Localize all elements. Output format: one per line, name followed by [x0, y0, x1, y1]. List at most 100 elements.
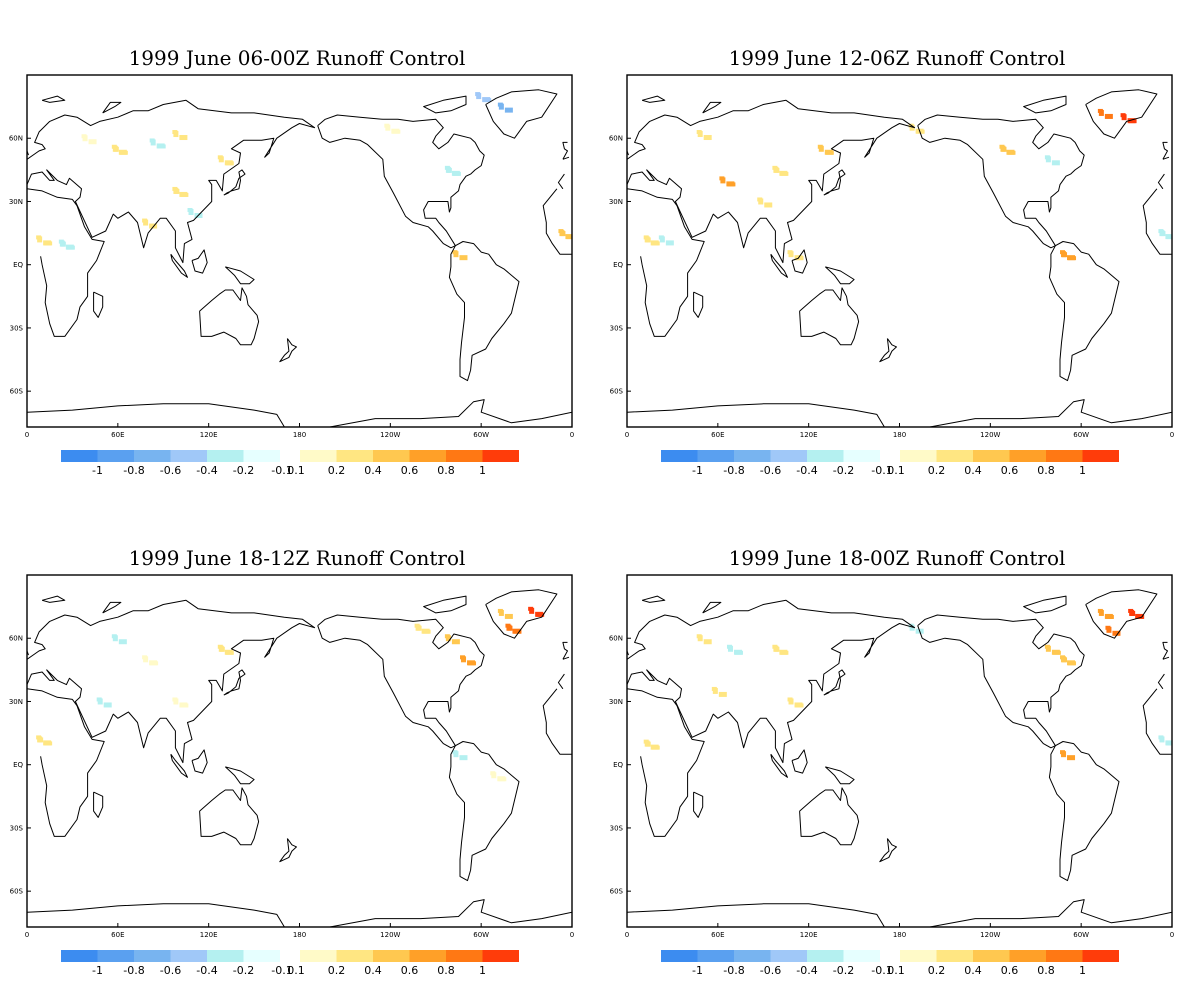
lat-tick-label: EQ: [613, 761, 623, 769]
panel-title: 1999 June 06-00Z Runoff Control: [129, 46, 466, 70]
lon-tick-label: 120W: [980, 431, 1000, 439]
runoff-anomaly-cell: [225, 161, 234, 166]
runoff-anomaly-cell: [727, 645, 733, 652]
runoff-anomaly-cell: [119, 150, 128, 155]
runoff-anomaly-cell: [452, 171, 461, 176]
coastline: [791, 249, 808, 274]
runoff-anomaly-cell: [795, 256, 804, 261]
coastline: [224, 266, 255, 285]
runoff-anomaly-cell: [560, 231, 566, 237]
coastline: [279, 838, 297, 863]
colorbar-swatch: [936, 950, 973, 962]
coastline: [41, 595, 66, 603]
colorbar-label: -0.2: [833, 964, 854, 977]
colorbar-swatch: [300, 450, 337, 462]
colorbar-swatch: [61, 950, 98, 962]
coastline: [279, 338, 297, 363]
runoff-anomaly-cell: [1166, 741, 1172, 746]
runoff-anomaly-cell: [1130, 610, 1136, 616]
lon-tick-label: 120W: [380, 431, 400, 439]
runoff-anomaly-cell: [225, 650, 234, 655]
coastline: [93, 791, 104, 818]
lat-tick-label: 60S: [610, 888, 624, 896]
coastline: [223, 669, 246, 696]
colorbar-swatch: [373, 950, 410, 962]
runoff-anomaly-cell: [788, 251, 794, 258]
colorbar-swatch: [900, 450, 937, 462]
colorbar-label: -0.2: [233, 964, 254, 977]
colorbar-swatch: [207, 450, 244, 462]
runoff-anomaly-cell: [504, 107, 513, 113]
coastline: [627, 599, 1165, 764]
map-panel-1: 1999 June 06-00Z Runoff Control 60N 30N EQ 3…: [0, 0, 600, 500]
colorbar-label: 1: [479, 964, 486, 977]
colorbar-swatch: [770, 450, 807, 462]
colorbar: -1 -0.8 -0.6 -0.4 -0.2 -0.10.1 0.2 0.4 0.6 0.8 1: [61, 950, 519, 977]
runoff-anomaly-cell: [173, 698, 179, 705]
runoff-anomaly-cell: [60, 241, 66, 247]
lat-tick-label: 60N: [9, 135, 23, 143]
colorbar-swatch: [697, 950, 734, 962]
runoff-anomaly-cell: [38, 737, 44, 743]
runoff-anomaly-cell: [909, 624, 915, 631]
colorbar-swatch: [170, 450, 207, 462]
lon-tick-label: 120W: [380, 931, 400, 939]
colorbar: -1 -0.8 -0.6 -0.4 -0.2 -0.10.1 0.2 0.4 0.6 0.8 1: [661, 450, 1119, 477]
colorbar-label: -0.2: [833, 464, 854, 477]
runoff-anomaly-cell: [1098, 109, 1104, 116]
colorbar-swatch: [61, 450, 98, 462]
map-frame: [626, 74, 1173, 428]
runoff-anomaly-cell: [1045, 645, 1051, 652]
lon-tick-label: 180: [893, 431, 906, 439]
colorbar-swatch: [770, 950, 807, 962]
runoff-anomaly-cell: [1001, 146, 1007, 152]
runoff-anomaly-cell: [445, 635, 451, 642]
lon-tick-label: 0: [1170, 931, 1174, 939]
colorbar-swatch: [1009, 950, 1046, 962]
runoff-anomaly-cell: [909, 124, 915, 131]
coastline: [641, 95, 666, 103]
runoff-anomaly-cell: [1105, 614, 1114, 619]
runoff-anomaly-cell: [1128, 119, 1137, 124]
lat-tick-label: 30N: [9, 198, 23, 206]
colorbar-label: 0.8: [1037, 464, 1055, 477]
colorbar-swatch: [661, 950, 698, 962]
colorbar-swatch: [1046, 950, 1083, 962]
lon-tick-label: 180: [293, 431, 306, 439]
coastline: [1023, 595, 1067, 614]
lon-tick-label: 120W: [980, 931, 1000, 939]
colorbar-label: 0.2: [928, 464, 946, 477]
lon-tick-label: 60W: [1073, 931, 1089, 939]
runoff-anomaly-cell: [1007, 150, 1016, 155]
colorbar-label: -0.1: [271, 964, 292, 977]
runoff-anomaly-cell: [1062, 252, 1068, 258]
runoff-anomaly-cell: [97, 698, 103, 705]
runoff-anomaly-cell: [219, 646, 225, 652]
runoff-anomaly-cell: [174, 188, 180, 194]
colorbar-label: -1: [692, 964, 703, 977]
coastline: [627, 399, 1172, 427]
runoff-anomaly-cell: [1051, 160, 1060, 166]
runoff-anomaly-cell: [712, 687, 718, 694]
colorbar-label: 0.6: [1001, 964, 1019, 977]
lon-tick-label: 60E: [111, 431, 124, 439]
coastline: [27, 688, 572, 837]
colorbar-label: -1: [92, 464, 103, 477]
coastline: [702, 101, 722, 114]
coastline: [770, 753, 788, 778]
colorbar-label: 0.4: [364, 964, 382, 977]
colorbar-swatch: [134, 450, 171, 462]
lon-tick-label: 60E: [711, 931, 724, 939]
coastline: [917, 114, 1085, 249]
runoff-anomaly-cell: [774, 646, 780, 652]
coastline: [170, 253, 188, 278]
colorbar: -1 -0.8 -0.6 -0.4 -0.2 -0.10.1 0.2 0.4 0.6 0.8 1: [661, 950, 1119, 977]
lat-tick-label: 60N: [609, 135, 623, 143]
runoff-anomaly-cell: [697, 635, 703, 642]
colorbar-label: -0.4: [796, 464, 817, 477]
runoff-anomaly-cell: [734, 650, 743, 655]
runoff-anomaly-cell: [179, 135, 188, 141]
runoff-anomaly-cell: [103, 702, 112, 708]
colorbar-label: 0.1: [287, 464, 305, 477]
runoff-anomaly-cell: [1159, 736, 1165, 743]
